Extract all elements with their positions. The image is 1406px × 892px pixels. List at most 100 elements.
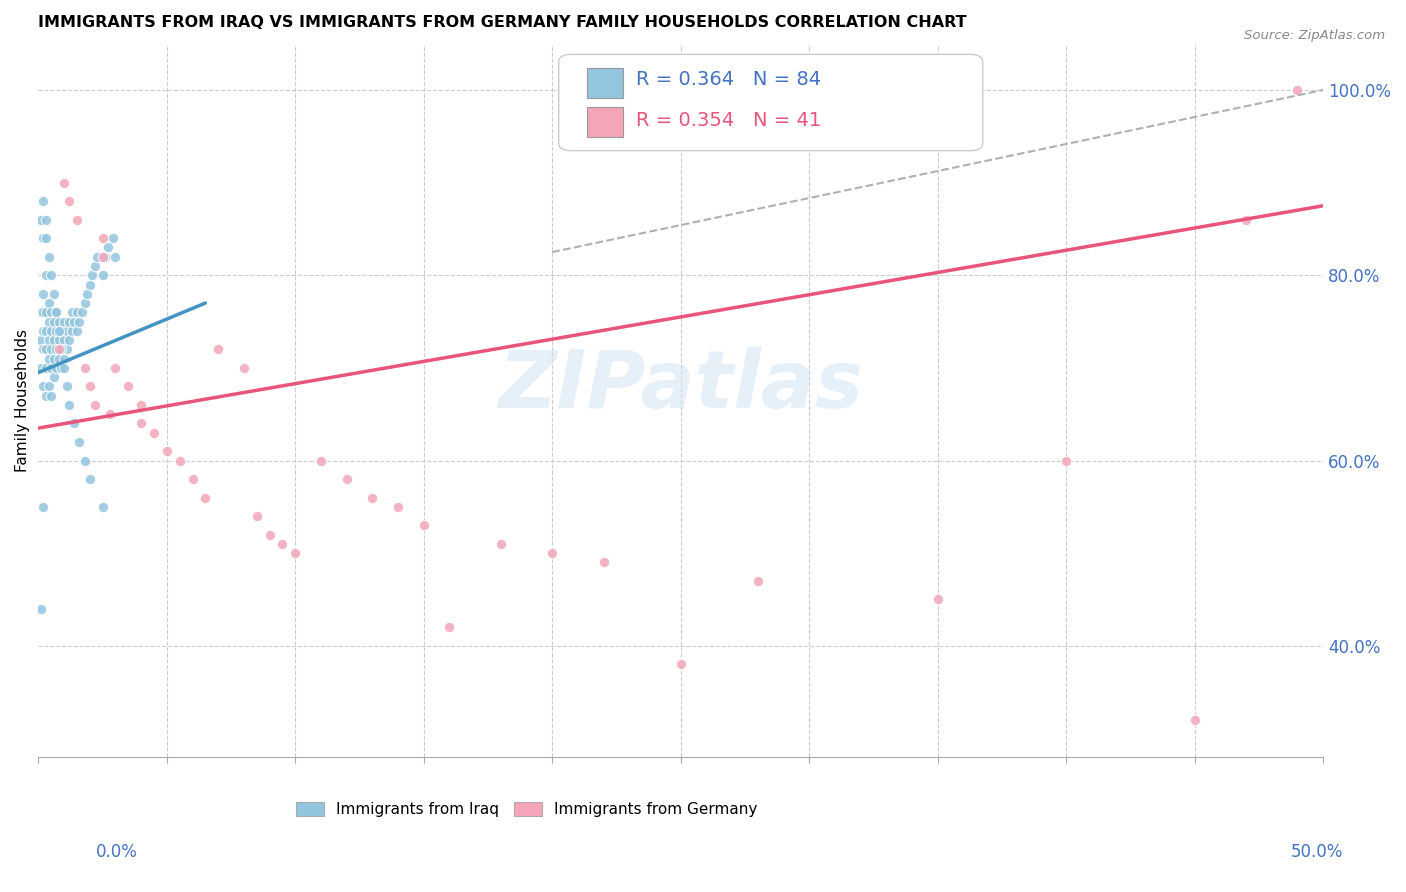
Point bbox=[60, 305, 83, 319]
Point bbox=[143, 425, 166, 440]
Point bbox=[63, 315, 86, 329]
Point bbox=[45, 360, 67, 375]
Point bbox=[63, 417, 86, 431]
Point bbox=[83, 259, 105, 273]
Point bbox=[35, 343, 58, 357]
Point bbox=[169, 453, 191, 467]
Point bbox=[98, 407, 121, 421]
Point bbox=[35, 305, 58, 319]
Point bbox=[259, 527, 281, 541]
Point bbox=[271, 537, 294, 551]
Point bbox=[39, 305, 62, 319]
Point bbox=[48, 324, 70, 338]
Point bbox=[91, 250, 114, 264]
Point bbox=[69, 315, 91, 329]
Text: Source: ZipAtlas.com: Source: ZipAtlas.com bbox=[1244, 29, 1385, 42]
Point bbox=[35, 212, 58, 227]
Point bbox=[30, 333, 52, 347]
Point bbox=[79, 379, 101, 393]
Point bbox=[129, 398, 152, 412]
Point bbox=[194, 491, 217, 505]
Point bbox=[55, 324, 77, 338]
Point bbox=[30, 360, 52, 375]
Point bbox=[32, 379, 55, 393]
Y-axis label: Family Households: Family Households bbox=[15, 329, 30, 472]
FancyBboxPatch shape bbox=[558, 54, 983, 151]
Point bbox=[669, 657, 692, 672]
Point bbox=[58, 398, 80, 412]
Point bbox=[1234, 212, 1257, 227]
Point bbox=[30, 212, 52, 227]
Point bbox=[35, 389, 58, 403]
Point bbox=[42, 333, 65, 347]
Point bbox=[58, 333, 80, 347]
Text: 0.0%: 0.0% bbox=[96, 843, 138, 861]
Point bbox=[35, 360, 58, 375]
Point bbox=[336, 472, 359, 486]
Point bbox=[1286, 83, 1309, 97]
Point bbox=[86, 250, 108, 264]
Point bbox=[42, 315, 65, 329]
Point bbox=[32, 343, 55, 357]
Point bbox=[246, 509, 269, 524]
Point bbox=[66, 212, 89, 227]
Point bbox=[45, 305, 67, 319]
Point bbox=[30, 305, 52, 319]
Point bbox=[48, 343, 70, 357]
Point bbox=[42, 351, 65, 366]
Point bbox=[541, 546, 564, 560]
Point bbox=[69, 435, 91, 450]
Point bbox=[38, 315, 60, 329]
Point bbox=[35, 231, 58, 245]
Point bbox=[97, 240, 120, 254]
FancyBboxPatch shape bbox=[586, 107, 623, 137]
Text: IMMIGRANTS FROM IRAQ VS IMMIGRANTS FROM GERMANY FAMILY HOUSEHOLDS CORRELATION CH: IMMIGRANTS FROM IRAQ VS IMMIGRANTS FROM … bbox=[38, 15, 967, 30]
Text: 50.0%: 50.0% bbox=[1291, 843, 1343, 861]
Point bbox=[79, 472, 101, 486]
Point bbox=[1184, 713, 1206, 727]
Text: ZIPatlas: ZIPatlas bbox=[498, 347, 863, 425]
Point bbox=[51, 343, 73, 357]
Point bbox=[309, 453, 332, 467]
Point bbox=[39, 343, 62, 357]
Point bbox=[387, 500, 409, 514]
Point bbox=[94, 250, 117, 264]
Point bbox=[45, 305, 67, 319]
Point bbox=[48, 333, 70, 347]
FancyBboxPatch shape bbox=[586, 69, 623, 98]
Point bbox=[32, 231, 55, 245]
Point bbox=[747, 574, 769, 588]
Legend: Immigrants from Iraq, Immigrants from Germany: Immigrants from Iraq, Immigrants from Ge… bbox=[297, 802, 756, 817]
Point bbox=[35, 324, 58, 338]
Point bbox=[38, 296, 60, 310]
Point bbox=[42, 286, 65, 301]
Point bbox=[30, 601, 52, 615]
Point bbox=[48, 351, 70, 366]
Point bbox=[156, 444, 179, 458]
Text: R = 0.354   N = 41: R = 0.354 N = 41 bbox=[636, 112, 821, 130]
Point bbox=[91, 268, 114, 283]
Point bbox=[73, 360, 96, 375]
Point bbox=[35, 268, 58, 283]
Point bbox=[53, 360, 76, 375]
Point bbox=[38, 333, 60, 347]
Point bbox=[79, 277, 101, 292]
Point bbox=[45, 324, 67, 338]
Point bbox=[104, 250, 127, 264]
Point bbox=[1054, 453, 1077, 467]
Point bbox=[181, 472, 204, 486]
Point bbox=[39, 360, 62, 375]
Point bbox=[70, 305, 93, 319]
Point bbox=[91, 500, 114, 514]
Point bbox=[489, 537, 512, 551]
Point bbox=[104, 360, 127, 375]
Point bbox=[39, 389, 62, 403]
Point bbox=[53, 315, 76, 329]
Point bbox=[76, 286, 98, 301]
Point bbox=[60, 324, 83, 338]
Point bbox=[73, 453, 96, 467]
Point bbox=[412, 518, 434, 533]
Point bbox=[32, 500, 55, 514]
Point bbox=[73, 296, 96, 310]
Point bbox=[129, 417, 152, 431]
